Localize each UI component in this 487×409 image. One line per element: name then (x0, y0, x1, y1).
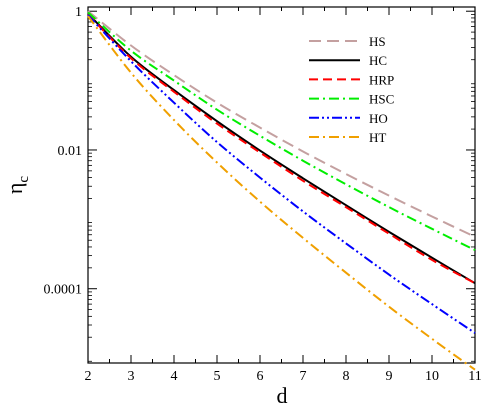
legend-label-hsc: HSC (369, 92, 394, 107)
x-tick-label: 8 (343, 369, 350, 384)
series-line-hs (87, 10, 476, 238)
legend: HS HC HRP HSC HO HT (309, 34, 394, 145)
series-line-hsc (87, 11, 476, 251)
y-tick-label: 0.0001 (44, 283, 83, 298)
x-tick-label: 7 (300, 369, 307, 384)
series-lines (87, 10, 476, 371)
x-tick-label: 2 (85, 369, 92, 384)
legend-label-hrp: HRP (369, 72, 394, 87)
series-line-hrp (87, 13, 476, 285)
x-tick-label: 9 (386, 369, 393, 384)
series-line-hc (87, 12, 476, 285)
legend-label-hc: HC (369, 53, 387, 68)
legend-label-ho: HO (369, 111, 388, 126)
legend-label-hs: HS (369, 34, 386, 49)
y-tick-label: 1 (75, 5, 82, 20)
y-axis-label-main: η (2, 183, 27, 195)
y-axis-label: ηc (2, 176, 32, 195)
x-axis-label: d (277, 383, 288, 408)
plot-frame (87, 6, 476, 364)
y-tick-label: 0.01 (58, 144, 83, 159)
legend-label-ht: HT (369, 130, 386, 145)
x-tick-label: 11 (468, 369, 481, 384)
x-tick-label: 10 (425, 369, 439, 384)
x-tick-label: 5 (214, 369, 221, 384)
x-tick-label: 6 (257, 369, 264, 384)
x-tick-label: 3 (128, 369, 135, 384)
axis-ticks (87, 7, 476, 363)
x-tick-label: 4 (171, 369, 178, 384)
series-line-ho (87, 14, 476, 334)
y-axis-label-subscript: c (16, 176, 32, 183)
series-line-ht (87, 15, 476, 371)
